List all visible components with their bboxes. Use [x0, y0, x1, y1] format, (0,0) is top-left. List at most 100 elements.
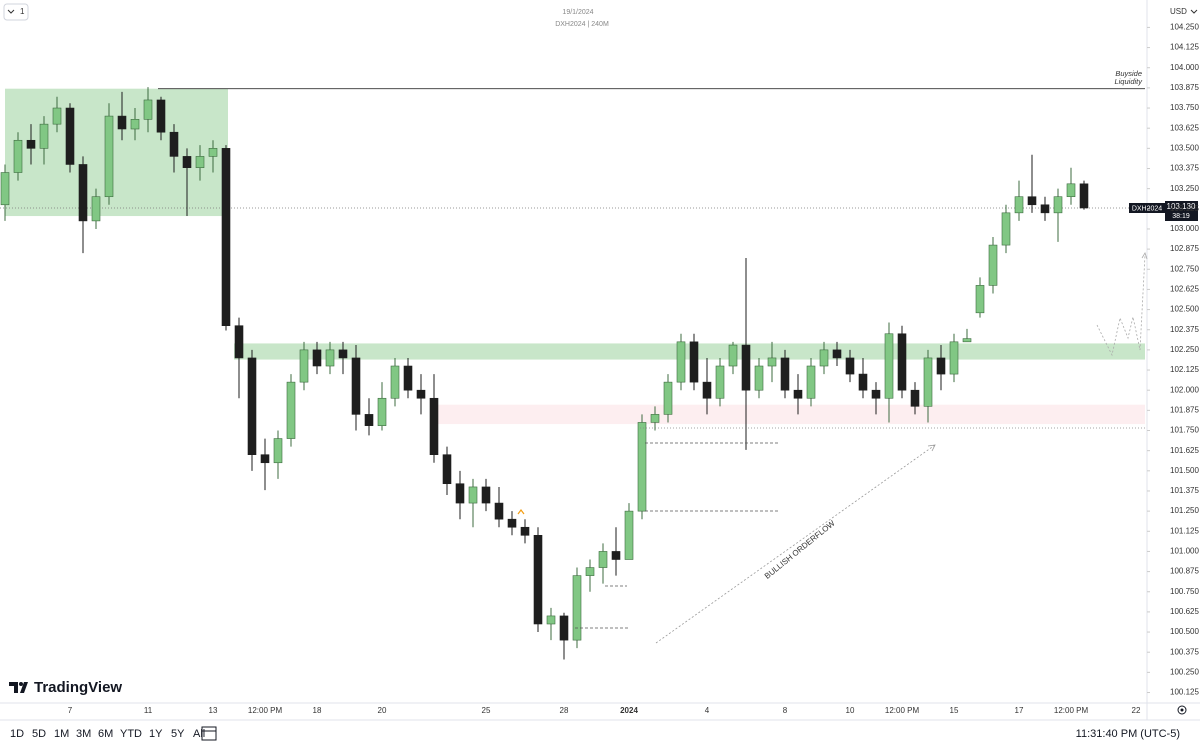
countdown-label: 38:19 [1172, 213, 1190, 220]
x-tick-label: 12:00 PM [885, 706, 920, 715]
candle-body [260, 454, 270, 464]
candle-body [637, 422, 647, 512]
candle-body [975, 285, 985, 314]
currency-label: USD [1170, 7, 1187, 16]
symbol-tag [1129, 203, 1165, 213]
range-button[interactable]: 1D [10, 728, 24, 740]
candle-body [663, 381, 673, 415]
candle-body [650, 414, 660, 423]
y-tick-label: 101.750 [1170, 426, 1199, 435]
candle-body [507, 518, 517, 528]
candle-body [689, 341, 699, 383]
candle-body [624, 510, 634, 560]
y-tick-label: 102.375 [1170, 325, 1199, 334]
y-tick-label: 101.125 [1170, 526, 1199, 535]
chevron-icon [7, 9, 15, 14]
marker-icon [517, 509, 525, 515]
y-tick-label: 101.875 [1170, 405, 1199, 414]
candle-body [819, 349, 829, 367]
candle-body [598, 551, 608, 568]
y-tick-label: 100.125 [1170, 688, 1199, 697]
header-symbol: DXH2024 | 240M [555, 21, 609, 28]
candle-body [390, 365, 400, 399]
header-date: 19/1/2024 [562, 9, 593, 16]
candle-body [572, 575, 582, 641]
candle-body [793, 389, 803, 399]
date-range-icon[interactable] [201, 726, 217, 741]
range-button[interactable]: 1Y [149, 728, 163, 740]
candle-body [533, 535, 543, 625]
candle-body [104, 115, 114, 198]
range-button[interactable]: 3M [76, 728, 91, 740]
range-button[interactable]: All [193, 728, 205, 740]
candle-body [741, 344, 751, 391]
buyside-label: Buyside [1115, 69, 1142, 78]
interval-label[interactable]: 1 [20, 7, 25, 16]
candle-body [1014, 196, 1024, 214]
candle-body [949, 341, 959, 375]
price-tag [1165, 201, 1198, 221]
range-button[interactable]: 5Y [171, 728, 185, 740]
candle-body [494, 502, 504, 520]
y-tick-label: 100.250 [1170, 667, 1199, 676]
x-tick-label: 7 [68, 706, 73, 715]
candle-body [143, 99, 153, 120]
candle-body [39, 123, 49, 149]
y-tick-label: 100.500 [1170, 627, 1199, 636]
y-tick-label: 102.250 [1170, 345, 1199, 354]
candle-body [182, 156, 192, 168]
y-tick-label: 103.250 [1170, 184, 1199, 193]
candle-body [26, 139, 36, 149]
range-button[interactable]: 5D [32, 728, 46, 740]
candle-body [1066, 183, 1076, 198]
range-button[interactable]: 6M [98, 728, 113, 740]
candle-body [78, 164, 88, 222]
x-tick-label: 10 [846, 706, 855, 715]
candle-body [806, 365, 816, 399]
candle-body [169, 131, 179, 157]
arrow-head [927, 444, 936, 452]
projection-head [1141, 252, 1148, 260]
y-tick-label: 100.625 [1170, 607, 1199, 616]
y-tick-label: 100.875 [1170, 567, 1199, 576]
logo-dot [19, 682, 23, 686]
toolbar: 11:31:40 PM (UTC-5) 1D 5D 1M 3M 6M YTD 1Y 5Y All [10, 726, 1180, 741]
candle-body [520, 526, 530, 536]
candle-body [988, 244, 998, 286]
candle-body [377, 397, 387, 426]
candle-body [325, 349, 335, 367]
y-tick-label: 103.125 [1170, 204, 1199, 213]
candle-body [780, 357, 790, 391]
range-button[interactable]: 1M [54, 728, 69, 740]
y-tick-label: 103.875 [1170, 83, 1199, 92]
candle-body [208, 148, 218, 157]
y-tick-label: 104.000 [1170, 63, 1199, 72]
y-tick-label: 103.750 [1170, 103, 1199, 112]
candle-body [676, 341, 686, 383]
plot-area [0, 87, 1147, 660]
settings-icon[interactable] [1177, 705, 1187, 715]
candle-body [1053, 196, 1063, 214]
x-tick-label: 15 [950, 706, 959, 715]
y-tick-label: 102.000 [1170, 385, 1199, 394]
y-tick-label: 101.375 [1170, 486, 1199, 495]
x-tick-label: 4 [705, 706, 710, 715]
interval-button[interactable] [3, 3, 29, 21]
candle-body [1001, 212, 1011, 246]
y-tick-label: 101.500 [1170, 466, 1199, 475]
y-tick-label: 104.125 [1170, 43, 1199, 52]
candle-body [754, 365, 764, 391]
candle-body [273, 438, 283, 464]
candle-body [910, 389, 920, 407]
range-button[interactable]: YTD [120, 728, 142, 740]
x-tick-label: 18 [313, 706, 322, 715]
candle-body [715, 365, 725, 399]
candle-body [702, 381, 712, 399]
candle-body [936, 357, 946, 375]
candle-body [468, 486, 478, 504]
y-tick-label: 102.750 [1170, 264, 1199, 273]
clock: 11:31:40 PM (UTC-5) [1076, 728, 1180, 740]
candle-body [1079, 183, 1089, 209]
candle-body [429, 397, 439, 455]
